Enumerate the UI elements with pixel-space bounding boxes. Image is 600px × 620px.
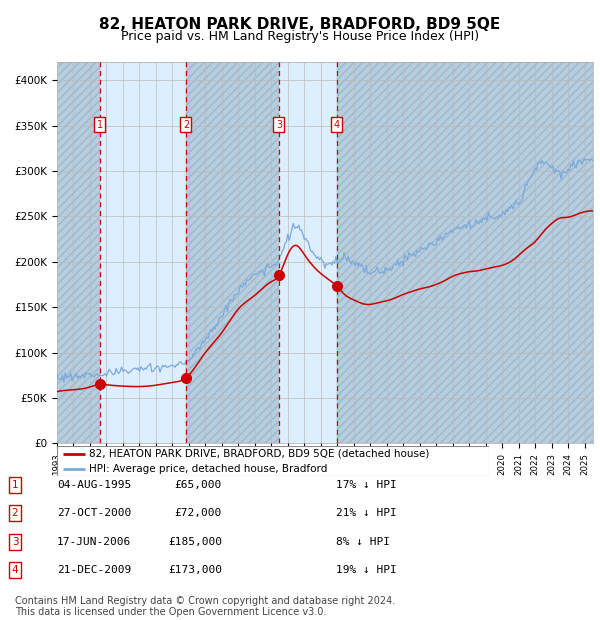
Bar [186,62,279,443]
Text: 21% ↓ HPI: 21% ↓ HPI [336,508,397,518]
Text: 1: 1 [11,480,19,490]
Bar [279,62,337,443]
Text: £72,000: £72,000 [175,508,222,518]
Text: 3: 3 [276,120,282,130]
Text: 4: 4 [334,120,340,130]
Text: 1: 1 [97,120,103,130]
Text: 17% ↓ HPI: 17% ↓ HPI [336,480,397,490]
Bar [337,62,593,443]
Bar [186,62,279,443]
Text: HPI: Average price, detached house, Bradford: HPI: Average price, detached house, Brad… [89,464,328,474]
Text: £173,000: £173,000 [168,565,222,575]
Text: 27-OCT-2000: 27-OCT-2000 [57,508,131,518]
Text: 82, HEATON PARK DRIVE, BRADFORD, BD9 5QE (detached house): 82, HEATON PARK DRIVE, BRADFORD, BD9 5QE… [89,449,430,459]
Text: 17-JUN-2006: 17-JUN-2006 [57,537,131,547]
Text: £185,000: £185,000 [168,537,222,547]
Text: 8% ↓ HPI: 8% ↓ HPI [336,537,390,547]
Text: This data is licensed under the Open Government Licence v3.0.: This data is licensed under the Open Gov… [15,607,326,617]
Bar [100,62,186,443]
Text: 4: 4 [11,565,19,575]
Text: 21-DEC-2009: 21-DEC-2009 [57,565,131,575]
Text: 2: 2 [183,120,189,130]
Text: 04-AUG-1995: 04-AUG-1995 [57,480,131,490]
Text: Price paid vs. HM Land Registry's House Price Index (HPI): Price paid vs. HM Land Registry's House … [121,30,479,43]
Text: 2: 2 [11,508,19,518]
Text: 19% ↓ HPI: 19% ↓ HPI [336,565,397,575]
Text: 3: 3 [11,537,19,547]
Bar [337,62,593,443]
Bar [57,62,100,443]
Text: 82, HEATON PARK DRIVE, BRADFORD, BD9 5QE: 82, HEATON PARK DRIVE, BRADFORD, BD9 5QE [100,17,500,32]
Text: Contains HM Land Registry data © Crown copyright and database right 2024.: Contains HM Land Registry data © Crown c… [15,596,395,606]
Text: £65,000: £65,000 [175,480,222,490]
Bar [57,62,100,443]
